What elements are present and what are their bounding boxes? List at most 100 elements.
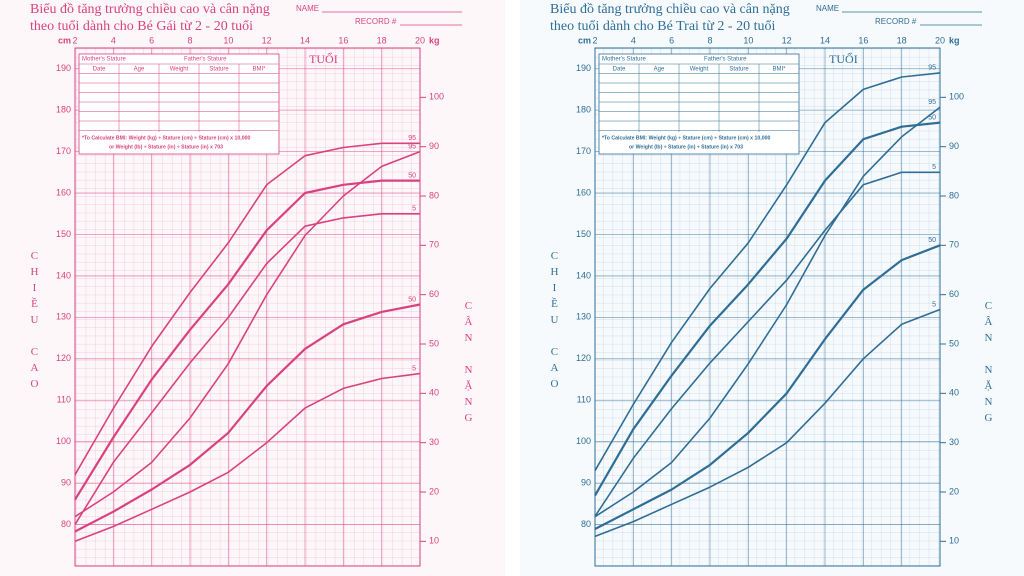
percentile-line: [594, 121, 941, 497]
y-tick-label: 190: [56, 63, 71, 73]
y-tick-label: 180: [56, 105, 71, 115]
record-label: RECORD #: [355, 17, 397, 26]
series-label: 50: [928, 114, 936, 121]
percentile-line: [74, 142, 420, 476]
percentile-line: [74, 303, 421, 533]
y2-axis-label: CÂN NẶNG: [982, 300, 994, 428]
subtitle: theo tuổi dành cho Bé Trai từ 2 - 20 tuổ…: [550, 19, 775, 34]
x-tick-label: 16: [858, 35, 868, 45]
x-tick-label: 2: [72, 35, 77, 45]
x-axis-label: TUỔI: [829, 51, 858, 66]
series-label: 50: [408, 172, 416, 179]
percentile-line: [74, 179, 420, 501]
y-tick-label: 160: [56, 187, 71, 197]
y2-tick-label: 60: [429, 289, 439, 299]
x-tick-label: 10: [743, 35, 753, 45]
y2-unit: kg: [949, 35, 960, 45]
y-tick-label: 150: [576, 229, 591, 239]
y-axis-label: CHIỀU CAO: [28, 250, 40, 394]
x-tick-label: 4: [631, 35, 636, 45]
form-header: Stature: [729, 67, 749, 73]
y2-axis-label: CÂN NẶNG: [462, 300, 474, 428]
record-label: RECORD #: [875, 17, 917, 26]
percentile-line: [594, 72, 941, 472]
y-tick-label: 80: [61, 519, 71, 529]
percentile-line: [594, 171, 940, 517]
y-tick-label: 90: [581, 477, 591, 487]
series-label: 50: [408, 296, 416, 303]
series-label: 5: [932, 301, 936, 308]
y-tick-label: 110: [57, 395, 71, 405]
y2-tick-label: 50: [949, 338, 959, 348]
y-unit: cm: [578, 35, 591, 45]
form-header: Date: [93, 67, 106, 73]
y2-tick-label: 30: [949, 437, 959, 447]
form-header: Age: [134, 67, 145, 73]
subtitle: theo tuổi dành cho Bé Gái từ 2 - 20 tuổi: [30, 19, 253, 34]
form-header: Weight: [690, 67, 709, 73]
series-label: 95: [928, 65, 936, 72]
y2-unit: kg: [429, 35, 440, 45]
y2-tick-label: 90: [949, 141, 959, 151]
x-tick-label: 4: [111, 35, 116, 45]
y2-tick-label: 70: [429, 240, 439, 250]
y-unit: cm: [58, 35, 71, 45]
series-label: 5: [932, 164, 936, 171]
percentile-line: [594, 244, 941, 530]
y2-tick-label: 40: [429, 388, 439, 398]
y2-tick-label: 20: [949, 486, 959, 496]
y-tick-label: 140: [56, 270, 71, 280]
y2-tick-label: 80: [429, 190, 439, 200]
x-tick-label: 20: [415, 35, 425, 45]
father-stature: Father's Stature: [184, 57, 227, 63]
y-tick-label: 130: [576, 312, 591, 322]
y2-tick-label: 40: [949, 388, 959, 398]
y2-tick-label: 50: [429, 338, 439, 348]
y2-tick-label: 100: [429, 92, 444, 102]
y-tick-label: 150: [56, 229, 71, 239]
name-label: NAME: [296, 4, 319, 13]
y2-tick-label: 80: [949, 190, 959, 200]
x-tick-label: 12: [262, 35, 272, 45]
x-tick-label: 6: [149, 35, 154, 45]
y2-tick-label: 60: [949, 289, 959, 299]
x-tick-label: 14: [820, 35, 830, 45]
form-box: [78, 53, 280, 155]
y-tick-label: 170: [576, 146, 591, 156]
mother-stature: Mother's Stature: [602, 57, 646, 63]
y2-tick-label: 70: [949, 240, 959, 250]
y-tick-label: 100: [576, 436, 591, 446]
form-header: Stature: [209, 67, 229, 73]
title: Biểu đồ tăng trưởng chiều cao và cân nặn…: [550, 2, 790, 17]
y2-tick-label: 10: [949, 536, 959, 546]
x-tick-label: 16: [338, 35, 348, 45]
form-header: Age: [654, 67, 665, 73]
y2-tick-label: 100: [949, 92, 964, 102]
series-label: 5: [412, 365, 416, 372]
y-tick-label: 180: [576, 105, 591, 115]
series-label: 95: [408, 143, 416, 150]
y-tick-label: 130: [56, 312, 71, 322]
x-tick-label: 10: [223, 35, 233, 45]
y-tick-label: 110: [577, 395, 591, 405]
series-label: 95: [408, 135, 416, 142]
y-tick-label: 170: [56, 146, 71, 156]
bmi-note-2: or Weight (lb) ÷ Stature (in) ÷ Stature …: [629, 144, 743, 150]
bmi-note: *To Calculate BMI: Weight (kg) ÷ Stature…: [82, 135, 250, 141]
y-tick-label: 160: [576, 187, 591, 197]
y-tick-label: 190: [576, 63, 591, 73]
father-stature: Father's Stature: [704, 57, 747, 63]
form-header: Date: [613, 67, 626, 73]
x-tick-label: 20: [935, 35, 945, 45]
x-tick-label: 18: [897, 35, 907, 45]
y2-tick-label: 20: [429, 486, 439, 496]
form-header: BMI*: [252, 67, 266, 73]
percentile-line: [594, 106, 941, 518]
bmi-note-2: or Weight (lb) ÷ Stature (in) ÷ Stature …: [109, 144, 223, 150]
y-tick-label: 90: [61, 477, 71, 487]
y-tick-label: 100: [56, 436, 71, 446]
form-header: BMI*: [772, 67, 786, 73]
y-axis-label: CHIỀU CAO: [548, 250, 560, 394]
y-tick-label: 120: [576, 353, 591, 363]
percentile-line: [594, 308, 941, 538]
